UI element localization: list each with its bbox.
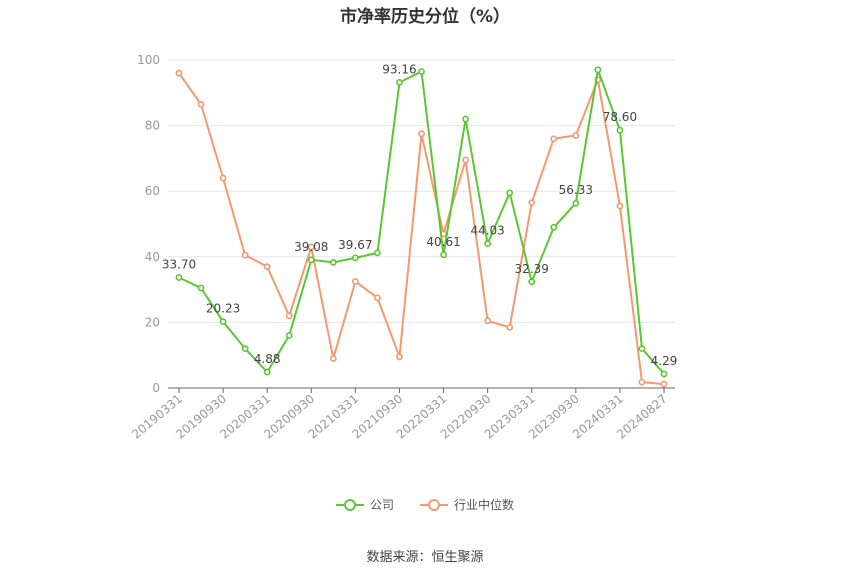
company-data-label: 32.39 — [515, 262, 549, 276]
legend-item-company[interactable]: 公司 — [335, 496, 394, 513]
legend: 公司 行业中位数 — [0, 496, 850, 513]
legend-marker-industry-icon — [420, 498, 448, 511]
y-tick-label: 20 — [145, 315, 160, 329]
legend-item-industry[interactable]: 行业中位数 — [420, 496, 514, 513]
company-data-label: 33.70 — [162, 257, 196, 271]
legend-label-industry: 行业中位数 — [454, 498, 515, 512]
company-data-label: 78.60 — [603, 110, 637, 124]
industry-point — [219, 174, 227, 182]
legend-dot-company — [343, 498, 356, 511]
company-point — [329, 258, 337, 266]
company-point — [219, 318, 227, 326]
industry-point — [241, 251, 249, 259]
industry-point — [462, 156, 469, 164]
source-note: 数据来源：恒生聚源 — [366, 550, 484, 565]
company-data-label: 56.33 — [559, 183, 593, 197]
industry-point — [528, 199, 536, 207]
industry-point — [351, 277, 359, 285]
industry-point — [175, 69, 183, 77]
industry-point — [660, 380, 668, 388]
industry-point — [616, 202, 624, 210]
company-point — [418, 68, 425, 75]
grid-lines — [168, 59, 675, 323]
y-tick-label: 60 — [145, 184, 160, 198]
company-data-label: 44.03 — [470, 224, 504, 238]
company-data-label: 4.88 — [254, 352, 281, 366]
y-tick-label: 0 — [152, 381, 160, 395]
company-data-label: 39.67 — [338, 238, 372, 252]
company-data-label: 39.08 — [294, 240, 328, 254]
industry-point — [285, 312, 293, 320]
y-tick-label: 100 — [137, 53, 160, 67]
legend-label-company: 公司 — [369, 498, 394, 512]
y-tick-label: 40 — [145, 250, 160, 264]
series-lines — [175, 65, 668, 388]
industry-point — [418, 130, 425, 138]
industry-point — [374, 294, 381, 302]
company-point — [197, 284, 205, 292]
legend-dot-industry — [428, 498, 440, 511]
company-point — [351, 254, 359, 262]
company-point — [175, 274, 183, 281]
company-point — [462, 115, 469, 123]
company-point — [572, 199, 580, 207]
industry-point — [572, 132, 580, 139]
company-point — [307, 256, 315, 264]
industry-point — [484, 317, 492, 325]
company-data-label: 20.23 — [206, 302, 240, 316]
company-point — [484, 240, 492, 247]
legend-marker-company-icon — [335, 498, 364, 511]
company-point — [241, 345, 249, 353]
company-point — [506, 189, 514, 197]
company-point — [263, 368, 271, 376]
industry-point — [197, 100, 205, 108]
data-labels: 33.70 20.23 4.88 39.08 39.67 93.16 40.61 44.03 3… — [162, 62, 678, 367]
industry-point — [638, 378, 646, 386]
company-point — [528, 278, 536, 286]
industry-line — [178, 72, 665, 386]
company-point — [440, 251, 447, 259]
company-data-label: 4.29 — [651, 354, 678, 368]
company-point — [660, 370, 668, 378]
industry-point — [550, 135, 558, 143]
chart-title: 市净率历史分位（%） — [339, 7, 511, 27]
company-point — [396, 79, 403, 86]
industry-point — [329, 355, 337, 362]
company-data-label: 93.16 — [382, 62, 416, 76]
industry-point — [307, 243, 315, 251]
industry-point — [506, 323, 514, 331]
company-data-label: 40.61 — [426, 235, 460, 249]
company-point — [550, 223, 558, 231]
industry-point — [263, 263, 271, 271]
company-point — [638, 345, 646, 353]
industry-point — [396, 353, 403, 361]
axes: 0204060801002019033120190930202003312020… — [129, 53, 675, 442]
company-point — [594, 66, 602, 74]
company-point — [616, 126, 624, 134]
company-line — [178, 65, 665, 375]
y-tick-label: 80 — [145, 119, 160, 133]
company-point — [374, 249, 381, 257]
company-point — [285, 332, 293, 339]
